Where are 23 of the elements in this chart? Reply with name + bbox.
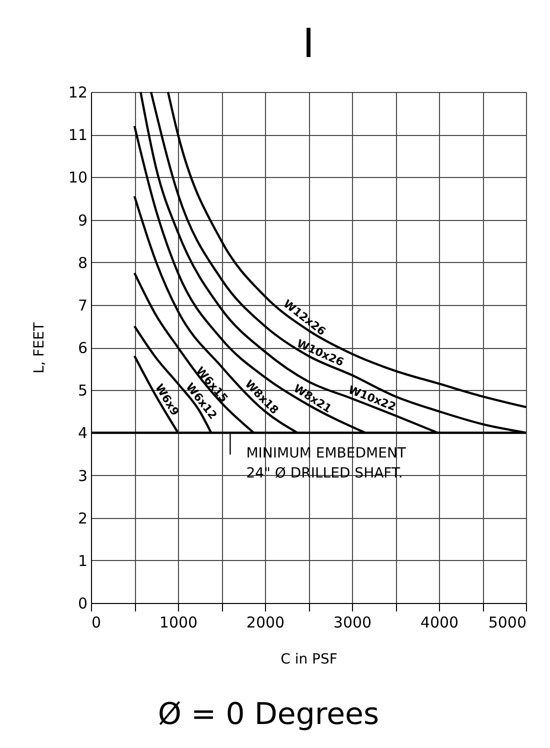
x-tick-label: 4000 xyxy=(420,614,459,632)
y-tick-label: 1 xyxy=(78,552,88,570)
y-tick-label: 3 xyxy=(78,466,88,485)
y-axis-title: L, FEET xyxy=(31,322,48,374)
y-tick-label: 6 xyxy=(78,339,88,357)
x-tick-label: 2000 xyxy=(246,614,285,632)
chart-title: I xyxy=(302,21,314,67)
y-tick-label: 12 xyxy=(68,84,88,102)
y-tick-label: 9 xyxy=(78,211,88,230)
x-tick-label: 1000 xyxy=(159,614,198,632)
x-tick-label: 0 xyxy=(92,614,102,632)
text: Ø = 0 Degrees xyxy=(158,697,380,732)
y-tick-label: 10 xyxy=(68,168,88,187)
y-tick-label: 5 xyxy=(78,382,88,400)
x-tick-label: 5000 xyxy=(488,614,526,632)
x-tick-label: 3000 xyxy=(333,614,372,632)
y-tick-label: 2 xyxy=(78,509,88,528)
y-tick-label: 4 xyxy=(78,424,88,442)
y-tick-label: 0 xyxy=(78,594,88,612)
y-tick-label: 11 xyxy=(68,126,88,144)
y-tick-label: 7 xyxy=(78,296,88,314)
y-tick-label: 8 xyxy=(78,254,88,272)
x-axis-title: C in PSF xyxy=(280,652,338,668)
